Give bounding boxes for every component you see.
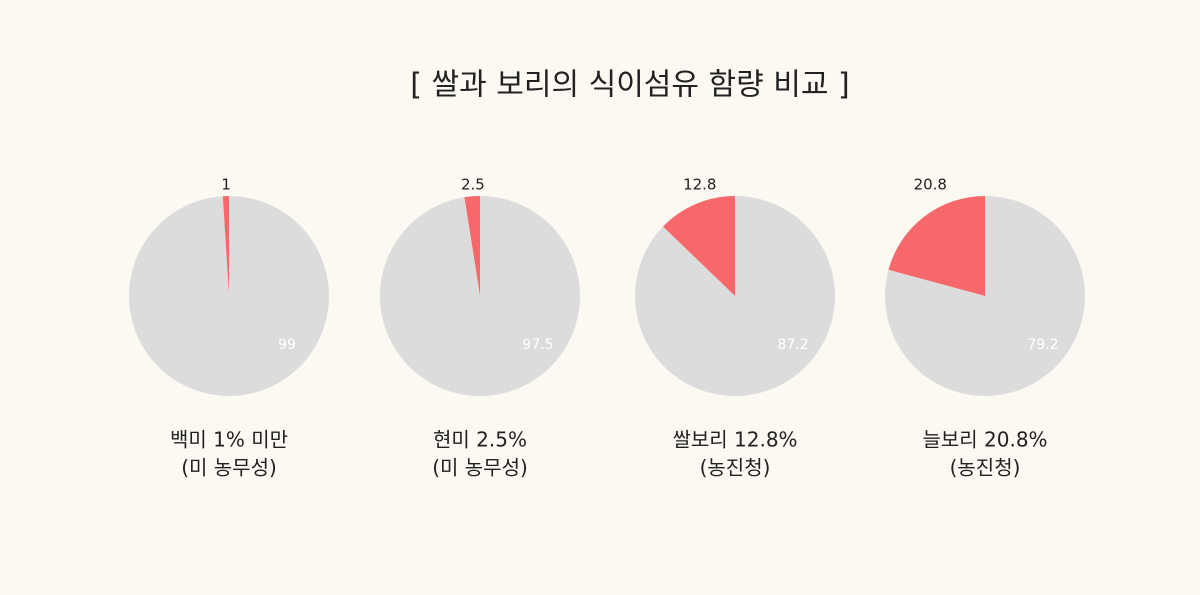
pie-slice: [380, 196, 581, 396]
pie-caption: (미 농무성): [432, 456, 528, 480]
slice-label: 79.2: [1027, 337, 1058, 353]
page-title: [ 쌀과 보리의 식이섬유 함량 비교 ]: [410, 68, 849, 103]
pie-caption: (미 농무성): [181, 456, 277, 480]
pie-slice: [464, 196, 480, 296]
slice-label: 97.5: [522, 337, 553, 353]
slice-label: 87.2: [777, 337, 808, 353]
pie-caption: 늘보리 20.8%: [922, 428, 1047, 452]
slice-label: 99: [278, 337, 296, 353]
pie-slice: [888, 196, 985, 296]
pie-slice: [128, 196, 329, 397]
pie-slice: [222, 196, 229, 296]
slice-label: 12.8: [683, 176, 716, 194]
pie-slice: [662, 196, 735, 296]
slice-label: 20.8: [914, 176, 947, 194]
pie-caption: (농진청): [950, 456, 1021, 480]
pie-caption: 백미 1% 미만: [170, 428, 288, 452]
pie-caption: 쌀보리 12.8%: [672, 428, 797, 452]
slice-label: 1: [221, 176, 231, 194]
pie-caption: 현미 2.5%: [433, 428, 527, 452]
pie-slice: [635, 195, 835, 396]
pie-slice: [885, 196, 1086, 397]
slice-label: 2.5: [461, 176, 485, 194]
pie-caption: (농진청): [700, 456, 771, 480]
